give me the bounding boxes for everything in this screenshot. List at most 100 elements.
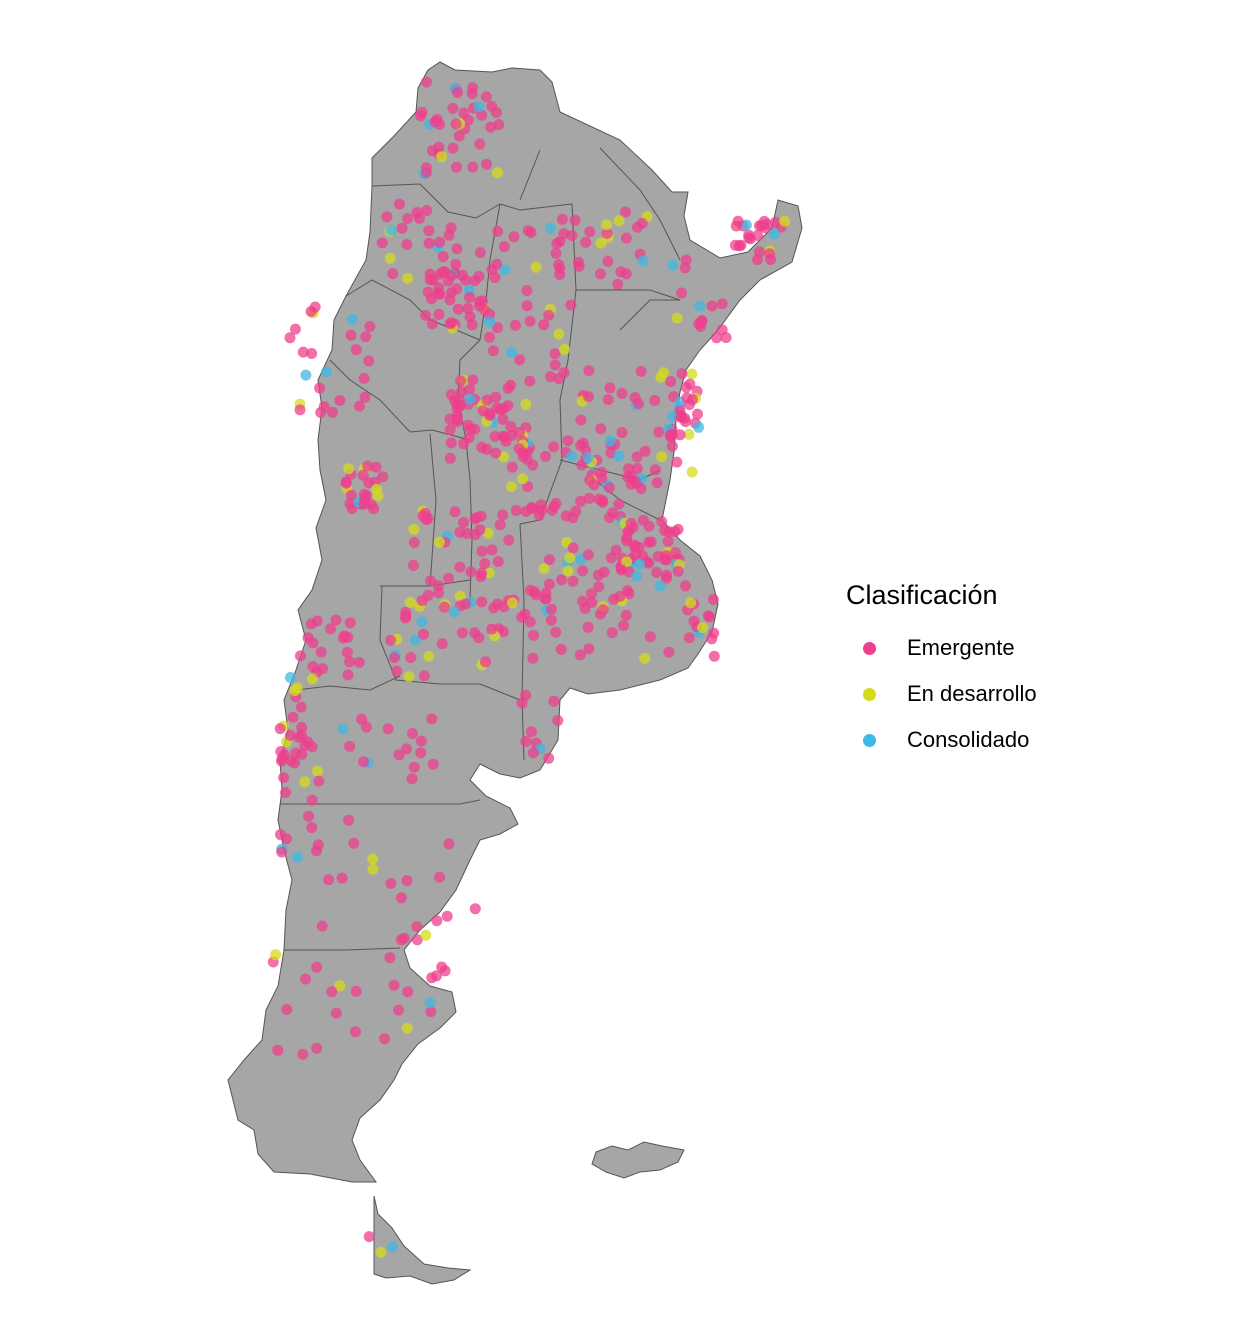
map-point — [620, 232, 632, 244]
map-point — [450, 118, 462, 130]
map-point — [275, 829, 286, 841]
map-point — [358, 756, 369, 768]
map-point — [387, 268, 399, 280]
map-point — [408, 523, 420, 535]
map-point — [521, 300, 533, 312]
map-point — [444, 452, 456, 464]
map-point — [602, 394, 614, 406]
map-point — [527, 747, 539, 759]
map-point — [492, 322, 503, 334]
map-point — [415, 747, 427, 759]
map-point — [405, 652, 417, 663]
map-point — [623, 525, 635, 537]
map-point — [562, 565, 574, 577]
map-point — [454, 590, 466, 602]
map-point — [306, 822, 318, 834]
map-point — [463, 432, 475, 444]
map-point — [360, 331, 372, 343]
map-point — [467, 374, 479, 386]
map-point — [344, 498, 356, 510]
map-point — [300, 973, 311, 985]
tierra-del-fuego — [373, 1195, 472, 1285]
map-point — [476, 441, 488, 453]
map-point — [497, 413, 509, 425]
map-point — [465, 566, 477, 578]
map-point — [474, 524, 486, 536]
map-point — [574, 649, 586, 661]
map-point — [388, 979, 400, 991]
map-point — [487, 345, 499, 357]
map-point — [481, 158, 492, 170]
map-point — [622, 585, 633, 597]
map-point — [680, 254, 692, 266]
map-point — [666, 411, 678, 423]
map-point — [621, 535, 633, 547]
map-point — [473, 101, 485, 113]
map-point — [445, 437, 457, 449]
map-point — [274, 723, 286, 735]
map-point — [597, 604, 609, 616]
map-point — [341, 646, 353, 658]
map-point — [311, 1042, 323, 1054]
map-point — [353, 656, 365, 668]
map-point — [618, 620, 629, 632]
map-point — [620, 609, 632, 621]
map-point — [667, 259, 679, 271]
map-point — [474, 138, 486, 150]
map-point — [524, 616, 536, 628]
map-point — [711, 332, 723, 344]
points-layer — [267, 76, 791, 1258]
map-point — [334, 980, 346, 992]
map-point — [520, 736, 532, 747]
map-point — [456, 627, 468, 639]
map-point — [708, 627, 720, 639]
map-point — [404, 597, 416, 608]
map-point — [402, 272, 414, 284]
map-point — [479, 558, 491, 570]
map-point — [582, 621, 594, 633]
map-point — [447, 142, 459, 154]
map-point — [326, 986, 338, 998]
map-point — [420, 929, 432, 941]
map-point — [433, 308, 445, 320]
map-point — [431, 915, 443, 927]
map-point — [446, 389, 457, 401]
map-point — [764, 248, 776, 260]
map-point — [484, 308, 495, 320]
map-point — [315, 407, 327, 418]
map-point — [683, 632, 695, 644]
map-point — [510, 319, 521, 331]
map-point — [469, 903, 481, 915]
map-point — [583, 391, 594, 403]
map-point — [613, 215, 625, 227]
map-point — [385, 224, 397, 236]
map-point — [716, 298, 728, 310]
map-point — [745, 233, 756, 245]
map-point — [296, 748, 308, 760]
map-point — [636, 217, 648, 229]
map-point — [639, 445, 651, 457]
map-point — [538, 319, 550, 331]
map-point — [663, 526, 675, 538]
map-point — [434, 236, 445, 248]
map-point — [364, 320, 376, 332]
map-point — [398, 932, 410, 944]
map-point — [474, 247, 486, 259]
map-point — [451, 161, 462, 173]
map-point — [582, 549, 594, 561]
map-point — [295, 701, 307, 713]
map-point — [464, 393, 476, 405]
map-point — [423, 650, 435, 662]
map-point — [357, 469, 369, 481]
map-point — [451, 414, 463, 426]
map-point — [407, 559, 419, 571]
map-point — [702, 610, 714, 622]
map-point — [432, 587, 444, 599]
map-point — [338, 632, 349, 644]
map-point — [454, 400, 466, 412]
map-point — [316, 920, 328, 932]
map-point — [451, 283, 463, 295]
map-point — [393, 749, 405, 761]
map-point — [317, 663, 329, 675]
map-point — [297, 1048, 309, 1060]
